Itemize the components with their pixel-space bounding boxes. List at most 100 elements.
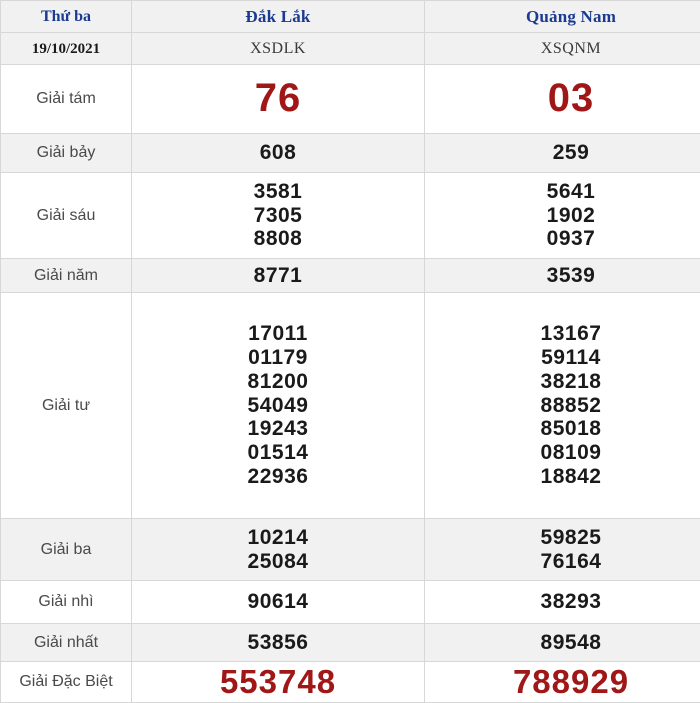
- prize-number: 788929: [513, 663, 629, 701]
- number-stack: 553748: [132, 663, 424, 701]
- province-name-1[interactable]: Đắk Lắk: [245, 7, 310, 26]
- prize-label: Giải tám: [36, 90, 96, 107]
- prize-number: 76164: [541, 550, 602, 574]
- number-stack: 8771: [132, 264, 424, 288]
- prize-number: 8771: [254, 264, 303, 288]
- prize-values-cell: 8771: [132, 259, 425, 293]
- prize-number: 01514: [248, 441, 309, 465]
- prize-number: 5641: [547, 180, 596, 204]
- prize-number: 76: [255, 76, 302, 122]
- prize-number: 59114: [541, 346, 601, 370]
- prize-values-cell: 76: [132, 65, 425, 134]
- prize-number: 88852: [541, 394, 602, 418]
- prize-number: 22936: [248, 465, 309, 489]
- province-code-2: XSQNM: [541, 40, 601, 57]
- prize-label-cell: Giải tư: [1, 293, 132, 519]
- weekday-label: Thứ ba: [41, 8, 91, 25]
- prize-row: Giải tám 76 03: [1, 65, 700, 134]
- prize-number: 54049: [248, 394, 309, 418]
- prize-label: Giải bảy: [37, 144, 96, 161]
- prize-number: 25084: [248, 550, 309, 574]
- prize-values-cell: 90614: [132, 581, 425, 624]
- prize-label: Giải nhì: [38, 593, 93, 610]
- prize-values-cell: 553748: [132, 662, 425, 703]
- number-stack: 89548: [425, 631, 700, 655]
- date-code-row: 19/10/2021 XSDLK XSQNM: [1, 33, 700, 65]
- prize-number: 7305: [254, 204, 303, 228]
- prize-label-cell: Giải nhì: [1, 581, 132, 624]
- number-stack: 259: [425, 141, 700, 165]
- prize-label-cell: Giải Đặc Biệt: [1, 662, 132, 703]
- prize-label-cell: Giải ba: [1, 519, 132, 581]
- prize-number: 18842: [541, 465, 602, 489]
- prize-number: 03: [548, 76, 595, 122]
- prize-number: 01179: [248, 346, 308, 370]
- prize-number: 89548: [541, 631, 602, 655]
- prize-label-cell: Giải nhất: [1, 624, 132, 662]
- prize-label: Giải sáu: [37, 207, 96, 224]
- prize-label-cell: Giải sáu: [1, 173, 132, 259]
- number-stack: 608: [132, 141, 424, 165]
- prize-label-cell: Giải năm: [1, 259, 132, 293]
- prize-number: 53856: [248, 631, 309, 655]
- prize-label: Giải tư: [42, 397, 90, 414]
- prize-number: 19243: [248, 417, 309, 441]
- prize-number: 3581: [254, 180, 303, 204]
- draw-date: 19/10/2021: [32, 41, 100, 57]
- prize-row: Giải nhất 53856 89548: [1, 624, 700, 662]
- prize-number: 17011: [248, 322, 308, 346]
- prize-number: 81200: [248, 370, 309, 394]
- number-stack: 53856: [132, 631, 424, 655]
- prize-values-cell: 608: [132, 134, 425, 173]
- code-cell-1: XSDLK: [132, 33, 425, 65]
- number-stack: 38293: [425, 590, 700, 614]
- province-name-2[interactable]: Quảng Nam: [526, 7, 616, 26]
- prize-values-cell: 38293: [425, 581, 700, 624]
- date-cell: 19/10/2021: [1, 33, 132, 65]
- province-code-1: XSDLK: [250, 40, 306, 57]
- province-cell-2[interactable]: Quảng Nam: [425, 1, 700, 33]
- prize-label: Giải ba: [41, 541, 92, 558]
- prize-number: 38293: [541, 590, 602, 614]
- prize-number: 10214: [248, 526, 309, 550]
- prize-row: Giải năm 8771 3539: [1, 259, 700, 293]
- code-cell-2: XSQNM: [425, 33, 700, 65]
- prize-values-cell: 259: [425, 134, 700, 173]
- weekday-cell: Thứ ba: [1, 1, 132, 33]
- prize-values-cell: 3539: [425, 259, 700, 293]
- prize-values-cell: 788929: [425, 662, 700, 703]
- prize-values-cell: 53856: [132, 624, 425, 662]
- prize-number: 1902: [547, 204, 596, 228]
- prize-label: Giải nhất: [34, 634, 98, 651]
- prize-number: 08109: [541, 441, 602, 465]
- number-stack: 90614: [132, 590, 424, 614]
- prize-number: 259: [553, 141, 590, 165]
- prize-number: 59825: [541, 526, 602, 550]
- prize-number: 3539: [547, 264, 596, 288]
- prize-row: Giải nhì 90614 38293: [1, 581, 700, 624]
- prize-values-cell: 03: [425, 65, 700, 134]
- prize-number: 13167: [541, 322, 602, 346]
- prize-number: 85018: [541, 417, 602, 441]
- number-stack: 788929: [425, 663, 700, 701]
- number-stack: 3539: [425, 264, 700, 288]
- province-cell-1[interactable]: Đắk Lắk: [132, 1, 425, 33]
- province-header-row: Thứ ba Đắk Lắk Quảng Nam: [1, 1, 700, 33]
- prize-number: 608: [260, 141, 297, 165]
